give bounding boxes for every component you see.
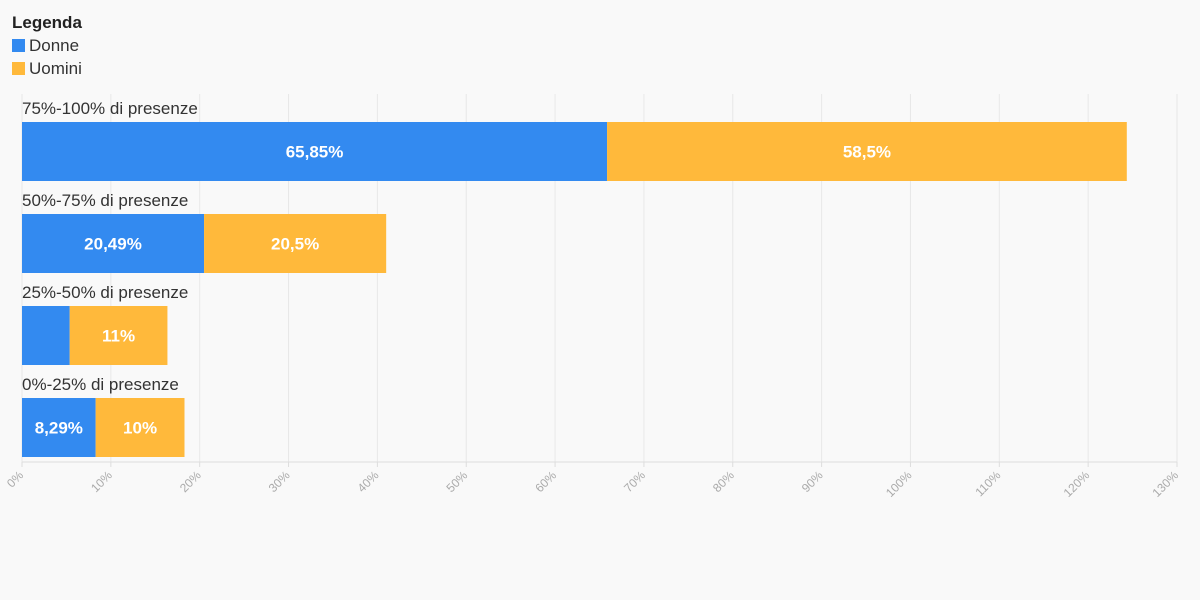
category-label: 25%-50% di presenze <box>22 283 188 302</box>
x-tick-label: 20% <box>177 468 204 495</box>
bar-uomini <box>95 398 185 457</box>
data-label: 58,5% <box>843 143 891 162</box>
data-label: 10% <box>123 419 157 438</box>
data-label: 65,85% <box>286 143 344 162</box>
x-tick-label: 130% <box>1150 468 1182 500</box>
x-tick-label: 30% <box>266 468 293 495</box>
bar-donne <box>22 214 205 273</box>
x-tick-label: 50% <box>443 468 470 495</box>
legend-title: Legenda <box>12 13 82 32</box>
category-label: 0%-25% di presenze <box>22 375 179 394</box>
bar-uomini <box>69 306 168 365</box>
legend-label-uomini: Uomini <box>29 58 82 78</box>
bar-donne <box>22 398 96 457</box>
legend-item-uomini[interactable]: Uomini <box>12 57 82 80</box>
legend-swatch-donne <box>12 39 25 52</box>
bar-uomini <box>204 214 387 273</box>
category-label: 50%-75% di presenze <box>22 191 188 210</box>
legend-label-donne: Donne <box>29 35 80 55</box>
data-label: 11% <box>102 327 135 346</box>
x-tick-label: 100% <box>883 468 915 500</box>
x-tick-label: 120% <box>1061 468 1093 500</box>
legend-item-donne[interactable]: Donne <box>12 34 82 57</box>
data-label: 20,49% <box>84 235 142 254</box>
legend-swatch-uomini <box>12 62 25 75</box>
x-tick-label: 10% <box>88 468 115 495</box>
bar-donne <box>22 122 608 181</box>
x-tick-label: 70% <box>621 468 648 495</box>
data-label: 20,5% <box>271 235 319 254</box>
category-label: 75%-100% di presenze <box>22 99 198 118</box>
data-label: 8,29% <box>35 419 83 438</box>
x-tick-label: 0% <box>4 468 26 490</box>
legend: Legenda Donne Uomini <box>12 12 82 80</box>
x-tick-label: 40% <box>355 468 382 495</box>
x-tick-label: 90% <box>799 468 826 495</box>
x-tick-label: 80% <box>710 468 737 495</box>
bar-donne <box>22 306 70 365</box>
x-tick-label: 60% <box>532 468 559 495</box>
x-tick-label: 110% <box>972 468 1003 499</box>
bar-uomini <box>607 122 1127 181</box>
